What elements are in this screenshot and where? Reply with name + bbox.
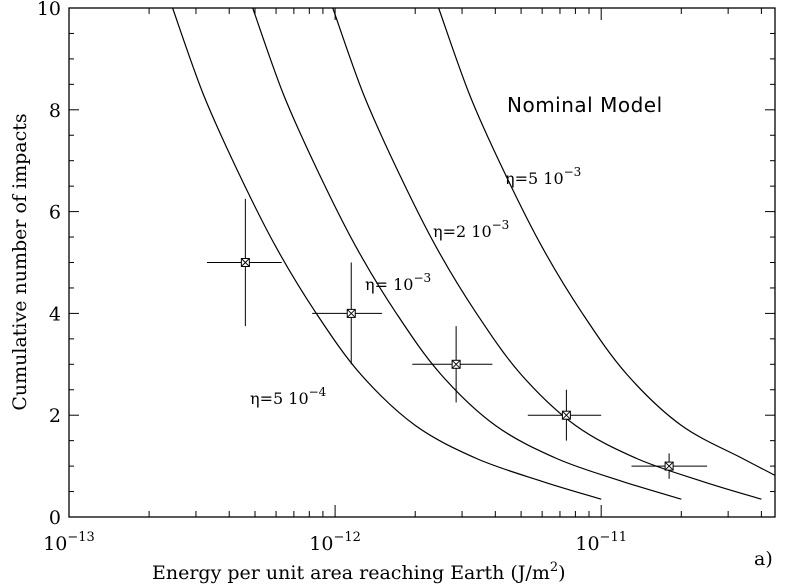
model-curves: η=5 10−4η= 10−3η=2 10−3η=5 10−3	[172, 7, 776, 500]
model-curve	[332, 7, 762, 500]
x-tick-base: 10	[43, 533, 67, 555]
curve-label-exponent: −3	[564, 165, 582, 179]
curve-label: η=5 10−4	[250, 385, 327, 408]
x-tick-label: 10−11	[575, 530, 627, 555]
model-curve	[252, 7, 682, 500]
curve-label-prefix: η= 10	[365, 275, 413, 294]
curve-label-exponent: −4	[309, 385, 327, 399]
annotation-nominal-model: Nominal Model	[507, 93, 663, 117]
x-tick-base: 10	[575, 533, 599, 555]
y-tick-label: 10	[37, 0, 61, 20]
x-tick-label: 10−13	[43, 530, 95, 555]
curve-label: η=2 10−3	[433, 218, 509, 241]
data-point-cross	[562, 410, 571, 420]
data-point-cross	[241, 258, 250, 267]
y-tick-label: 4	[49, 303, 61, 325]
plot-frame	[68, 7, 776, 518]
curve-label-exponent: −3	[413, 271, 431, 285]
curve-label-prefix: η=2 10	[433, 222, 492, 241]
tick-marks	[68, 7, 775, 518]
model-curve	[438, 7, 776, 476]
x-axis-title-sup: 2	[550, 560, 558, 575]
curve-label-prefix: η=5 10	[505, 169, 564, 188]
x-axis-title-main: Energy per unit area reaching Earth (J/m	[152, 562, 550, 584]
y-tick-label: 6	[49, 202, 61, 224]
x-axis-title: Energy per unit area reaching Earth (J/m…	[152, 560, 566, 584]
curve-label-exponent: −3	[492, 218, 510, 232]
x-tick-exponent: −13	[67, 530, 94, 545]
x-tick-exponent: −11	[600, 530, 627, 545]
y-axis-title: Cumulative number of impacts	[9, 113, 31, 410]
y-tick-label: 8	[49, 100, 61, 122]
curve-label: η= 10−3	[365, 271, 431, 294]
x-tick-base: 10	[309, 533, 333, 555]
x-axis-title-end: )	[558, 562, 565, 584]
curve-label-prefix: η=5 10	[250, 389, 309, 408]
panel-label: a)	[754, 548, 773, 570]
data-point-cross	[664, 461, 674, 471]
data-points	[206, 198, 708, 479]
x-tick-label: 10−12	[309, 530, 361, 555]
x-tick-exponent: −12	[333, 530, 360, 545]
curve-label: η=5 10−3	[505, 165, 581, 188]
model-curve	[172, 7, 602, 500]
data-point-cross	[451, 359, 461, 369]
data-point-cross	[346, 309, 356, 318]
y-tick-label: 2	[49, 405, 61, 427]
y-tick-label: 0	[49, 507, 61, 529]
